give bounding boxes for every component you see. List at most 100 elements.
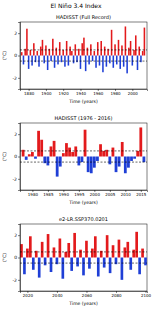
bar bbox=[26, 29, 28, 56]
y-tick-label: 2 bbox=[14, 233, 17, 238]
bar bbox=[97, 258, 100, 277]
y-tick-label: -2 bbox=[13, 278, 18, 283]
bar bbox=[80, 56, 82, 69]
bars bbox=[20, 127, 147, 176]
bar bbox=[130, 157, 133, 161]
bar bbox=[87, 48, 89, 56]
y-tick: 2 bbox=[14, 233, 20, 238]
y-axis: -2 0 2 bbox=[13, 23, 21, 90]
reference-line bbox=[20, 263, 147, 264]
bar bbox=[64, 252, 67, 258]
bar bbox=[92, 56, 94, 62]
bar bbox=[43, 56, 45, 64]
y-tick: -2 bbox=[13, 76, 21, 81]
x-tick: 2060 bbox=[82, 291, 93, 298]
bar bbox=[40, 140, 43, 157]
reference-line bbox=[20, 150, 147, 151]
x-tick-label: 1980 bbox=[110, 91, 121, 96]
bar bbox=[109, 258, 112, 274]
x-tick: 2010 bbox=[121, 190, 132, 197]
bar bbox=[25, 157, 28, 160]
bar bbox=[121, 45, 123, 55]
y-tick-mark bbox=[18, 78, 20, 79]
bar bbox=[99, 144, 102, 156]
x-axis: 20202040206020802100 bbox=[21, 291, 152, 298]
bar bbox=[37, 51, 39, 55]
bar bbox=[46, 157, 49, 166]
y-axis-line bbox=[18, 23, 21, 90]
bar bbox=[54, 56, 56, 68]
x-tick-label: 1985 bbox=[43, 192, 54, 197]
bar bbox=[42, 40, 44, 56]
y-axis: -202 bbox=[13, 124, 21, 191]
x-tick-label: 1920 bbox=[59, 91, 70, 96]
y-tick-label: 0 bbox=[14, 255, 17, 260]
x-tick: 1985 bbox=[43, 190, 54, 197]
x-tick: 2100 bbox=[141, 291, 152, 298]
bar bbox=[29, 236, 32, 257]
y-axis-title: (°C) bbox=[2, 152, 7, 161]
bar bbox=[53, 247, 56, 257]
y-tick-mark bbox=[18, 258, 20, 259]
x-tick-label: 1940 bbox=[76, 91, 87, 96]
figure-title: El Niño 3.4 Index bbox=[51, 2, 102, 9]
bar bbox=[139, 127, 142, 156]
bar bbox=[53, 141, 56, 157]
bar bbox=[56, 48, 58, 56]
x-tick-label: 2060 bbox=[82, 293, 93, 298]
bar bbox=[118, 240, 121, 258]
bar bbox=[94, 236, 97, 257]
bar bbox=[59, 42, 61, 55]
bar bbox=[103, 258, 106, 268]
y-axis: -2 0 2 bbox=[13, 225, 21, 292]
bar bbox=[91, 249, 94, 258]
x-tick-label: 2010 bbox=[121, 192, 132, 197]
y-tick-mark bbox=[18, 157, 20, 158]
bar bbox=[68, 56, 70, 66]
bar bbox=[138, 47, 140, 56]
bar bbox=[81, 43, 83, 55]
bar bbox=[95, 56, 97, 68]
bar bbox=[87, 157, 90, 173]
bar bbox=[97, 42, 99, 55]
bar bbox=[133, 50, 135, 56]
bar bbox=[118, 40, 120, 56]
bar bbox=[59, 157, 62, 167]
bar bbox=[99, 56, 101, 66]
bar bbox=[135, 35, 137, 55]
bar bbox=[69, 47, 71, 56]
x-tick: 1990 bbox=[59, 190, 70, 197]
x-tick-label: 1980 bbox=[28, 192, 39, 197]
panel-title: HADISST (Full Record) bbox=[56, 14, 111, 20]
plot-frame bbox=[20, 123, 147, 190]
x-tick-label: 1960 bbox=[93, 91, 104, 96]
bar bbox=[141, 249, 144, 258]
bar bbox=[74, 146, 77, 156]
y-tick-label: 2 bbox=[14, 31, 17, 36]
x-tick: 1900 bbox=[41, 89, 52, 96]
bar bbox=[65, 143, 68, 156]
bar bbox=[67, 243, 70, 258]
bars bbox=[20, 232, 147, 280]
bar bbox=[85, 56, 87, 72]
bar bbox=[32, 258, 35, 270]
bar bbox=[45, 45, 47, 55]
x-tick: 2040 bbox=[52, 291, 63, 298]
bar bbox=[81, 157, 84, 163]
x-tick-label: 2000 bbox=[90, 192, 101, 197]
x-tick: 1980 bbox=[28, 190, 39, 197]
x-tick: 1920 bbox=[59, 89, 70, 96]
bar bbox=[61, 258, 64, 279]
bar bbox=[109, 56, 111, 64]
reference-line bbox=[20, 49, 147, 50]
bar bbox=[79, 250, 82, 258]
x-axis-title: Time (years) bbox=[68, 301, 98, 306]
x-tick-label: 2020 bbox=[23, 293, 34, 298]
x-tick: 1980 bbox=[110, 89, 121, 96]
bar bbox=[83, 38, 85, 56]
bar bbox=[135, 232, 138, 258]
y-tick: 0 bbox=[14, 53, 20, 58]
bar bbox=[132, 56, 134, 66]
bar bbox=[116, 56, 118, 65]
x-tick: 2000 bbox=[90, 190, 101, 197]
